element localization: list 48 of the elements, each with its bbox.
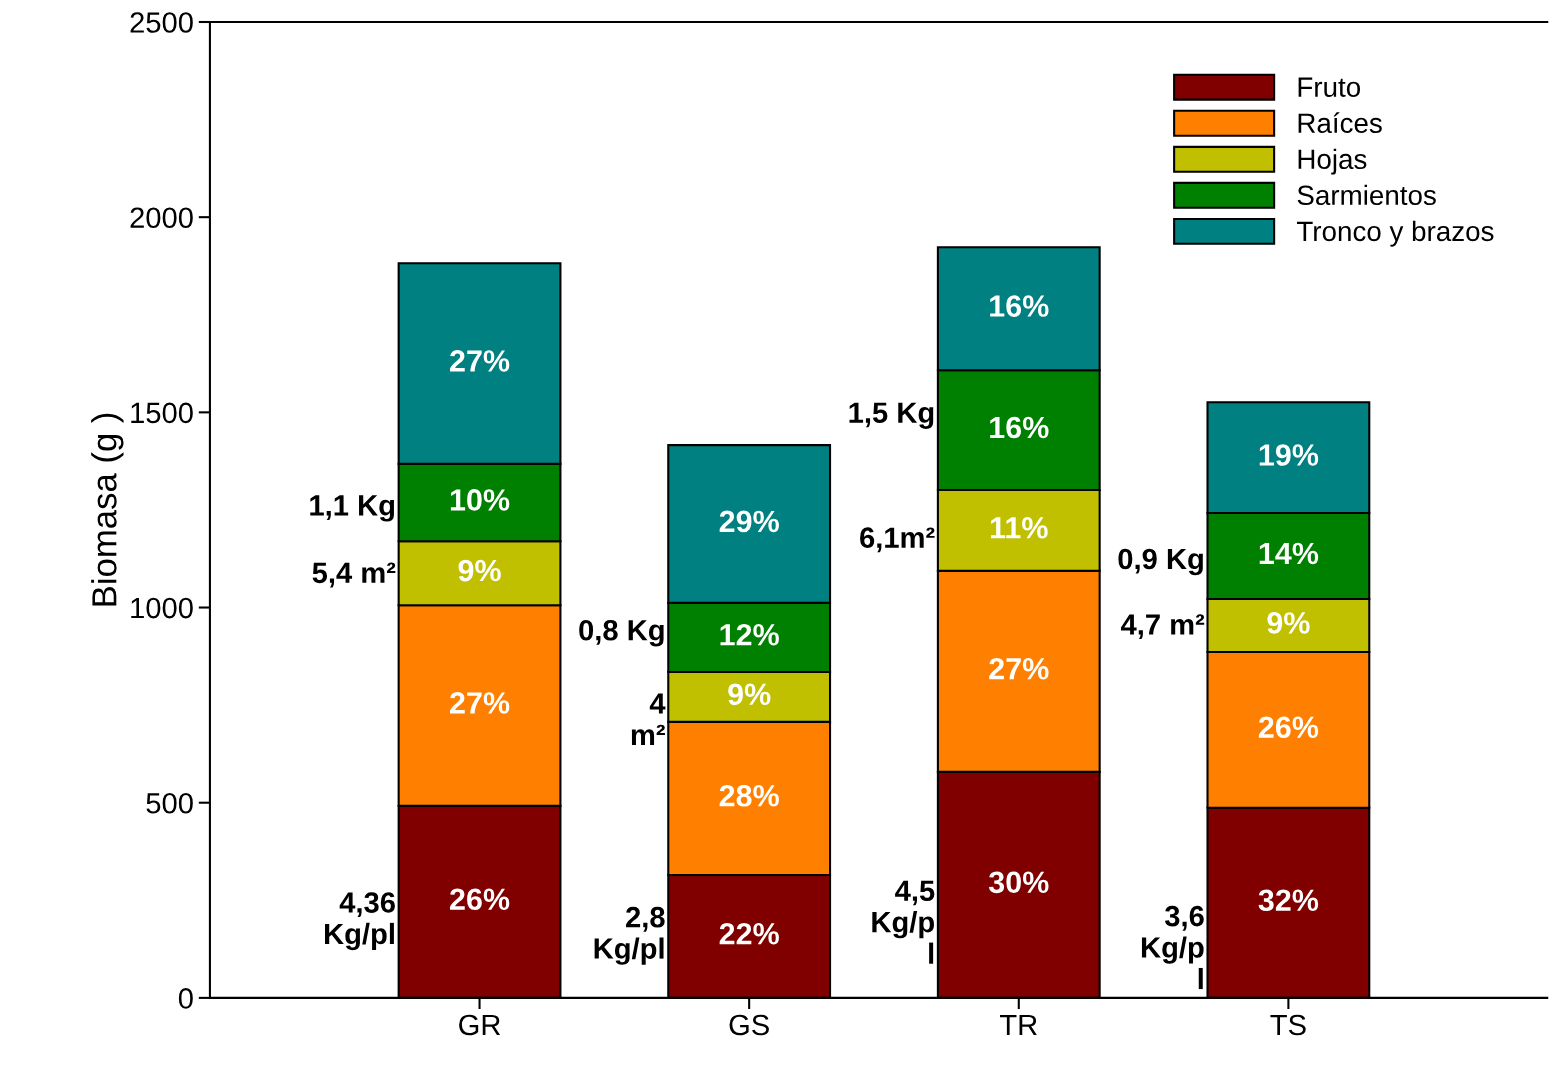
annotation: 9% bbox=[1267, 612, 1310, 634]
annotation: 22% bbox=[719, 922, 779, 945]
annotation: 19% bbox=[1259, 444, 1319, 466]
y-tick-label: 1000 bbox=[131, 597, 193, 619]
annotation: 11% bbox=[990, 517, 1048, 539]
annotation: 2,8 Kg/pl bbox=[594, 906, 665, 965]
x-tick-label: TR bbox=[999, 1014, 1037, 1035]
annotation: 16% bbox=[990, 416, 1049, 439]
annotation: 1,5 Kg bbox=[849, 402, 934, 429]
annotation: 29% bbox=[719, 510, 779, 533]
annotation: 9% bbox=[458, 559, 501, 582]
annotation: 32% bbox=[1258, 889, 1319, 912]
legend-label: Fruto bbox=[1298, 77, 1361, 97]
legend-label: Hojas bbox=[1298, 148, 1367, 175]
y-axis-title: Biomasa (g ) bbox=[91, 413, 124, 606]
annotation: 4,7 m² bbox=[1120, 614, 1205, 640]
annotation: 9% bbox=[728, 683, 771, 706]
y-tick-label: 1500 bbox=[131, 402, 193, 424]
legend-label: Raíces bbox=[1298, 112, 1382, 134]
annotation: 27% bbox=[989, 657, 1049, 680]
x-tick-label: GS bbox=[729, 1014, 769, 1036]
annotation: 28% bbox=[719, 784, 779, 807]
annotation: 4,36 Kg/pl bbox=[325, 892, 395, 951]
y-tick-label: 0 bbox=[178, 988, 193, 1009]
annotation: 14% bbox=[1259, 542, 1319, 565]
annotation: 0,9 Kg bbox=[1118, 548, 1203, 576]
annotation: 10% bbox=[450, 489, 510, 511]
annotation: 26% bbox=[450, 888, 510, 911]
annotation: 26% bbox=[1258, 716, 1319, 739]
annotation: 27% bbox=[450, 350, 510, 372]
annotation: 6,1m² bbox=[860, 527, 935, 553]
annotation: 4,5 Kg/p l bbox=[872, 880, 935, 964]
legend-label: Sarmientos bbox=[1297, 184, 1436, 206]
annotation: 30% bbox=[988, 871, 1049, 894]
x-tick-label: TS bbox=[1270, 1014, 1306, 1036]
annotation: 1,1 Kg bbox=[310, 495, 395, 522]
x-tick-label: GR bbox=[459, 1014, 501, 1036]
annotation: 12% bbox=[720, 623, 779, 646]
annotation: 27% bbox=[450, 692, 510, 714]
y-tick-label: 2000 bbox=[130, 207, 193, 229]
y-tick-label: 2500 bbox=[130, 12, 193, 33]
annotation: 16% bbox=[990, 295, 1049, 317]
legend-label: Tronco y brazos bbox=[1296, 220, 1494, 247]
y-tick-label: 500 bbox=[146, 792, 193, 814]
annotation: 4 m² bbox=[631, 693, 666, 745]
annotation: 5,4 m² bbox=[312, 562, 396, 588]
annotation: 3,6 Kg/p l bbox=[1141, 905, 1204, 990]
annotation: 0,8 Kg bbox=[579, 619, 664, 647]
